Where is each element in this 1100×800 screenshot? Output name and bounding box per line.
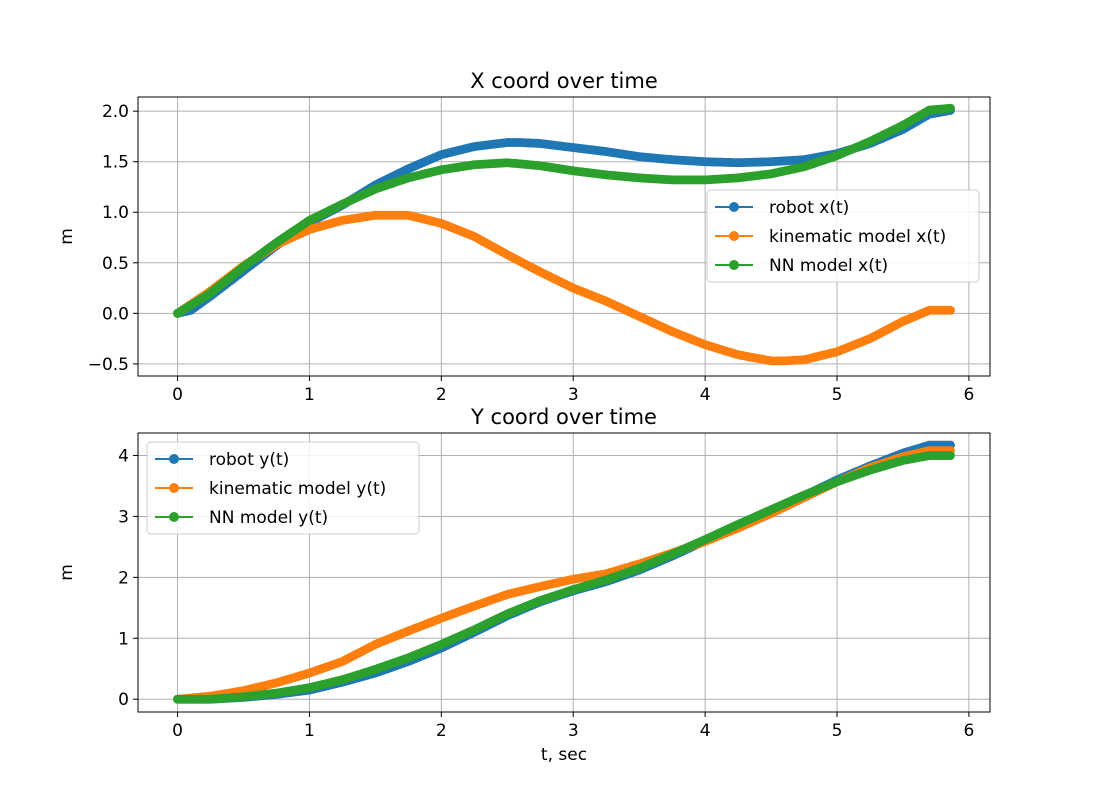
y-coord-axes-frame (137, 432, 991, 713)
x-coord-x-tick-label: 1 (304, 385, 315, 405)
y-coord-data-point (945, 451, 955, 461)
y-coord-y-tick-label: 1 (118, 629, 129, 649)
x-coord-y-tick-label: 1.0 (102, 203, 129, 223)
y-coord-axes: 0 1 2 3 4 5 6 0 1 2 3 4 Y coord over time m t, sec… (57, 405, 991, 765)
x-coord-x-tick-label: 4 (700, 385, 711, 405)
y-coord-y-tick-label: 2 (118, 568, 129, 588)
y-coord-legend-box (146, 441, 420, 535)
y-coord-series-2 (173, 451, 955, 704)
x-coord-legend: robot x(t) kinematic model x(t) NN model x… (706, 189, 980, 283)
x-coord-data-point (945, 305, 955, 315)
y-coord-x-axis-label: t, sec (541, 745, 587, 765)
y-coord-x-tick-label: 6 (963, 721, 974, 741)
x-coord-chart-title: X coord over time (470, 69, 658, 93)
y-coord-y-ticks: 0 1 2 3 4 (118, 447, 138, 710)
y-coord-x-tick-label: 5 (832, 721, 843, 741)
x-coord-y-tick-label: 1.5 (102, 153, 129, 173)
x-coord-legend-box (706, 189, 980, 283)
x-coord-axes: 0 1 2 3 4 5 6 −0.5 0.0 0.5 1.0 1.5 2.0 X coord over… (57, 69, 991, 405)
x-coord-plot-area (173, 103, 955, 366)
y-coord-legend-label: kinematic model y(t) (209, 479, 386, 499)
y-coord-legend-label: NN model y(t) (209, 508, 328, 528)
y-coord-x-tick-label: 3 (568, 721, 579, 741)
x-coord-y-ticks: −0.5 0.0 0.5 1.0 1.5 2.0 (88, 102, 138, 375)
x-coord-x-ticks: 0 1 2 3 4 5 6 (172, 376, 974, 405)
y-coord-x-tick-label: 0 (172, 721, 183, 741)
y-coord-legend-label: robot y(t) (209, 450, 289, 470)
x-coord-data-point (945, 103, 955, 113)
x-coord-legend-swatch-marker (729, 260, 739, 270)
y-coord-y-tick-label: 3 (118, 507, 129, 527)
x-coord-legend-label: robot x(t) (769, 198, 849, 218)
x-coord-y-tick-label: 0.0 (102, 304, 129, 324)
y-coord-plot-area (173, 440, 955, 704)
y-coord-chart-title: Y coord over time (470, 405, 657, 429)
y-coord-x-tick-label: 2 (436, 721, 447, 741)
y-coord-y-tick-label: 4 (118, 447, 129, 467)
x-coord-x-tick-label: 0 (172, 385, 183, 405)
x-coord-series-2 (173, 103, 955, 318)
x-coord-x-tick-label: 2 (436, 385, 447, 405)
x-coord-legend-label: kinematic model x(t) (769, 227, 946, 247)
y-coord-legend-swatch-marker (169, 483, 179, 493)
x-coord-y-tick-label: −0.5 (88, 355, 129, 375)
y-coord-y-axis-label: m (57, 564, 77, 581)
y-coord-legend-swatch-marker (169, 512, 179, 522)
x-coord-y-axis-label: m (57, 228, 77, 245)
y-coord-x-tick-label: 1 (304, 721, 315, 741)
x-coord-axes-frame (137, 96, 991, 377)
x-coord-legend-swatch-marker (729, 202, 739, 212)
y-coord-y-tick-label: 0 (118, 690, 129, 710)
x-coord-x-tick-label: 3 (568, 385, 579, 405)
x-coord-legend-swatch-marker (729, 231, 739, 241)
x-coord-legend-label: NN model x(t) (769, 256, 888, 276)
x-coord-y-tick-label: 0.5 (102, 254, 129, 274)
y-coord-legend-swatch-marker (169, 454, 179, 464)
y-coord-x-tick-label: 4 (700, 721, 711, 741)
y-coord-legend: robot y(t) kinematic model y(t) NN model y… (146, 441, 420, 535)
y-coord-x-ticks: 0 1 2 3 4 5 6 (172, 712, 974, 741)
x-coord-x-tick-label: 6 (963, 385, 974, 405)
x-coord-y-tick-label: 2.0 (102, 102, 129, 122)
x-coord-x-tick-label: 5 (832, 385, 843, 405)
